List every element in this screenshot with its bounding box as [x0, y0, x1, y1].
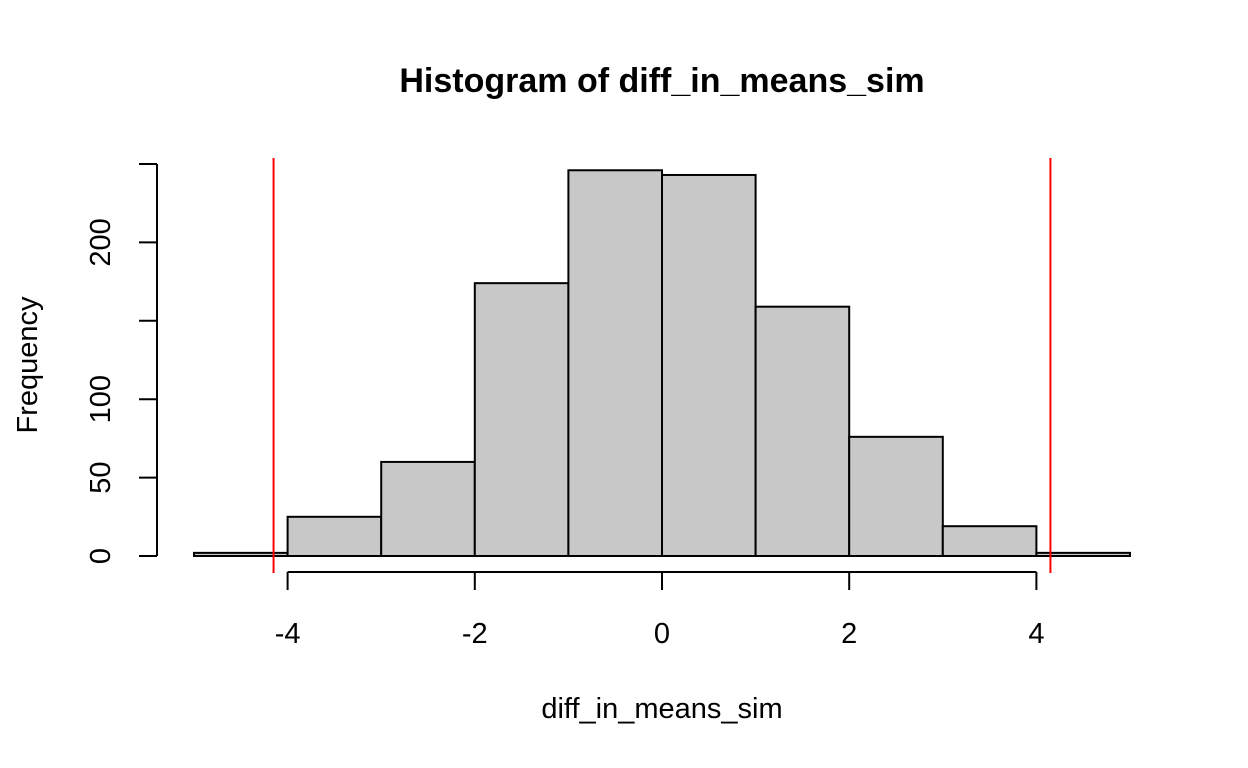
histogram-bar — [1035, 551, 1132, 558]
histogram-bar — [567, 169, 664, 557]
histogram-bars — [193, 169, 1132, 558]
histogram-bar — [473, 282, 570, 557]
x-tick-label: 0 — [654, 618, 670, 650]
y-tick-label: 0 — [85, 548, 117, 564]
y-axis: 0 50 100 200 — [85, 163, 158, 564]
x-tick-label: -4 — [275, 618, 301, 650]
y-tick-label: 100 — [85, 375, 117, 423]
chart-title: Histogram of diff_in_means_sim — [399, 62, 924, 100]
x-tick-label: 4 — [1028, 618, 1044, 650]
x-tick-label: 2 — [841, 618, 857, 650]
histogram-bar — [286, 515, 383, 557]
histogram-bar — [380, 460, 476, 558]
histogram-bar — [941, 525, 1038, 558]
histogram-bar — [754, 305, 851, 557]
x-axis: -4 -2 0 2 4 — [275, 571, 1044, 650]
histogram-bar — [848, 435, 944, 557]
y-tick-label: 50 — [85, 461, 117, 493]
reference-lines — [272, 158, 1052, 573]
x-axis-title: diff_in_means_sim — [541, 693, 782, 725]
y-tick-label: 200 — [85, 218, 117, 266]
y-axis-title: Frequency — [12, 296, 44, 434]
histogram-bar — [661, 173, 757, 557]
x-tick-label: -2 — [462, 618, 488, 650]
